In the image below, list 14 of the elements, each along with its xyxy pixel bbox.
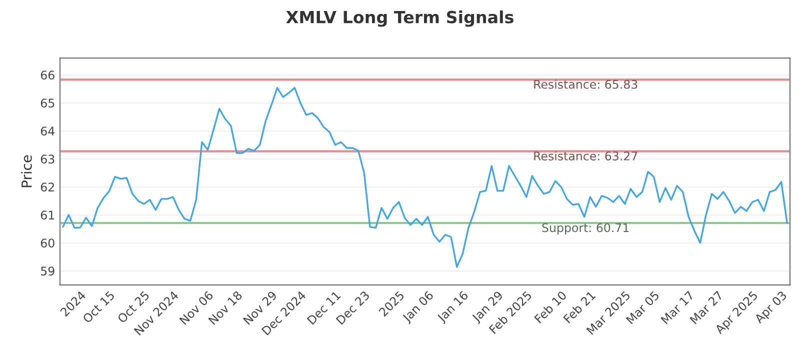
ref-line-label: Support: 60.71 — [542, 223, 629, 234]
x-tick-label: Jan 16 — [436, 290, 470, 324]
y-tick-label: 66 — [40, 70, 54, 80]
y-tick-label: 65 — [40, 98, 54, 108]
ref-line-label: Resistance: 63.27 — [534, 151, 638, 160]
y-tick-label: 61 — [40, 210, 54, 220]
chart-title: XMLV Long Term Signals — [286, 10, 514, 27]
ref-line-label: Resistance: 65.83 — [534, 80, 638, 89]
y-tick-label: 64 — [40, 126, 54, 136]
y-tick-label: 63 — [40, 154, 54, 164]
y-axis-title: Price — [21, 155, 32, 188]
y-tick-label: 59 — [41, 266, 54, 276]
y-tick-label: 60 — [40, 238, 54, 248]
y-tick-label: 62 — [40, 182, 54, 192]
